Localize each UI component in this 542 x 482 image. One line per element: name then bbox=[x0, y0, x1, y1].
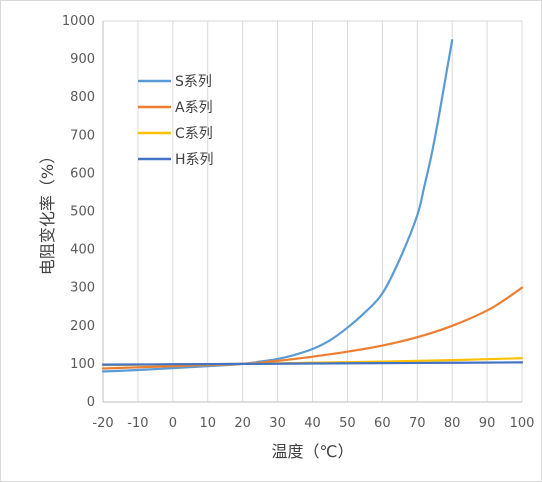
legend-label-4: H系列 bbox=[175, 152, 214, 168]
y-tick-label: 700 bbox=[70, 128, 95, 143]
series-line-4 bbox=[101, 361, 524, 366]
y-tick-label: 800 bbox=[70, 90, 95, 105]
y-tick-label: 400 bbox=[70, 243, 95, 258]
series-line-2 bbox=[101, 286, 524, 370]
y-tick-label: 500 bbox=[70, 205, 95, 220]
x-tick-label: 10 bbox=[199, 416, 216, 431]
legend-label-2: A系列 bbox=[175, 100, 213, 116]
legend-label-3: C系列 bbox=[175, 126, 213, 142]
x-tick-label: 0 bbox=[169, 416, 177, 431]
x-tick-label: 60 bbox=[374, 416, 391, 431]
x-tick-label: 50 bbox=[339, 416, 356, 431]
x-tick-label: 70 bbox=[409, 416, 426, 431]
x-tick-label: -20 bbox=[92, 416, 113, 431]
series-lines bbox=[101, 38, 524, 373]
axes bbox=[102, 21, 522, 403]
x-tick-label: 40 bbox=[304, 416, 321, 431]
legend: S系列 A系列 C系列 H系列 bbox=[138, 74, 214, 168]
x-tick-label: 90 bbox=[479, 416, 496, 431]
y-tick-label: 900 bbox=[70, 52, 95, 67]
x-axis-title: 温度（℃） bbox=[272, 442, 354, 461]
gridlines bbox=[102, 20, 523, 402]
y-tick-label: 600 bbox=[70, 166, 95, 181]
x-tick-label: 80 bbox=[444, 416, 461, 431]
y-tick-label: 0 bbox=[87, 395, 95, 410]
y-tick-label: 300 bbox=[70, 281, 95, 296]
y-axis-title: 电阻变化率（%） bbox=[38, 148, 57, 275]
y-tick-label: 100 bbox=[70, 357, 95, 372]
y-tick-label: 200 bbox=[70, 319, 95, 334]
y-tick-label: 1000 bbox=[62, 14, 95, 29]
x-tick-label: -10 bbox=[127, 416, 148, 431]
x-tick-label: 20 bbox=[234, 416, 251, 431]
tick-labels: 0 100 200 300 400 500 600 700 800 900 1000 -20 -10 0 1… bbox=[62, 14, 535, 431]
x-tick-label: 30 bbox=[269, 416, 286, 431]
legend-label-1: S系列 bbox=[175, 74, 212, 90]
x-tick-label: 100 bbox=[510, 416, 535, 431]
